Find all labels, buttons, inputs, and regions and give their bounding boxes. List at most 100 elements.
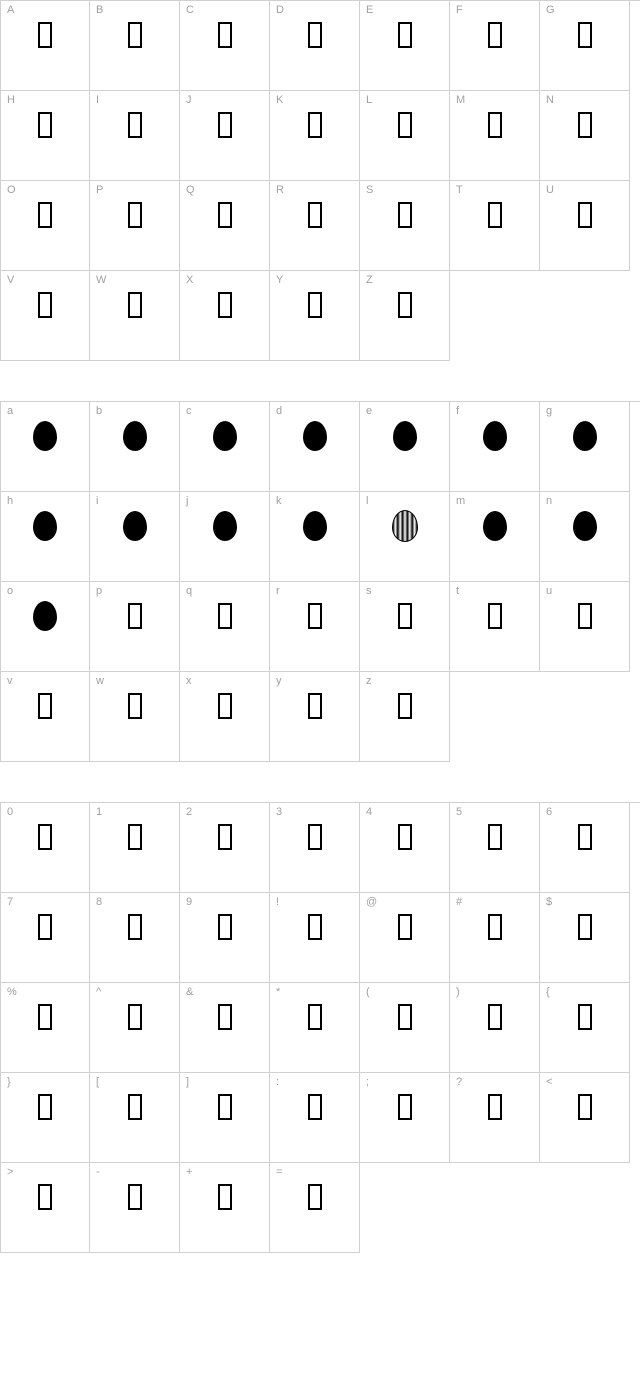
- glyph-cell[interactable]: F: [450, 1, 540, 91]
- glyph-cell[interactable]: :: [270, 1073, 360, 1163]
- glyph-cell[interactable]: D: [270, 1, 360, 91]
- glyph-cell[interactable]: Z: [360, 271, 450, 361]
- glyph-cell[interactable]: B: [90, 1, 180, 91]
- glyph-cell[interactable]: f: [450, 402, 540, 492]
- egg-glyph-icon: [483, 511, 507, 541]
- glyph-cell[interactable]: O: [0, 181, 90, 271]
- glyph-cell[interactable]: @: [360, 893, 450, 983]
- glyph-label: ?: [456, 1077, 462, 1088]
- glyph-label: R: [276, 185, 284, 196]
- glyph-cell[interactable]: c: [180, 402, 270, 492]
- glyph-cell[interactable]: +: [180, 1163, 270, 1253]
- glyph-cell[interactable]: ]: [180, 1073, 270, 1163]
- glyph-cell[interactable]: L: [360, 91, 450, 181]
- glyph-cell[interactable]: [: [90, 1073, 180, 1163]
- missing-glyph-icon: [488, 1094, 502, 1120]
- glyph-cell[interactable]: %: [0, 983, 90, 1073]
- glyph-row: }[]:;? <: [0, 1073, 640, 1163]
- glyph-cell[interactable]: V: [0, 271, 90, 361]
- glyph-cell[interactable]: ^: [90, 983, 180, 1073]
- glyph-cell[interactable]: C: [180, 1, 270, 91]
- glyph-cell[interactable]: }: [0, 1073, 90, 1163]
- glyph-cell[interactable]: =: [270, 1163, 360, 1253]
- glyph-cell[interactable]: &: [180, 983, 270, 1073]
- glyph-cell[interactable]: w: [90, 672, 180, 762]
- missing-glyph-icon: [218, 1004, 232, 1030]
- glyph-cell[interactable]: Y: [270, 271, 360, 361]
- glyph-cell[interactable]: e: [360, 402, 450, 492]
- glyph-cell[interactable]: Q: [180, 181, 270, 271]
- glyph-cell[interactable]: 3: [270, 803, 360, 893]
- glyph-cell[interactable]: <: [540, 1073, 630, 1163]
- glyph-cell[interactable]: ): [450, 983, 540, 1073]
- glyph-cell[interactable]: S: [360, 181, 450, 271]
- glyph-cell[interactable]: M: [450, 91, 540, 181]
- missing-glyph-icon: [578, 824, 592, 850]
- glyph-cell[interactable]: v: [0, 672, 90, 762]
- glyph-cell[interactable]: !: [270, 893, 360, 983]
- glyph-cell[interactable]: *: [270, 983, 360, 1073]
- egg-glyph-icon: [303, 421, 327, 451]
- glyph-cell[interactable]: q: [180, 582, 270, 672]
- glyph-cell[interactable]: A: [0, 1, 90, 91]
- glyph-cell[interactable]: -: [90, 1163, 180, 1253]
- glyph-cell[interactable]: P: [90, 181, 180, 271]
- glyph-cell[interactable]: x: [180, 672, 270, 762]
- glyph-cell[interactable]: u: [540, 582, 630, 672]
- glyph-cell[interactable]: m: [450, 492, 540, 582]
- glyph-cell[interactable]: #: [450, 893, 540, 983]
- glyph-cell[interactable]: U: [540, 181, 630, 271]
- glyph-cell[interactable]: z: [360, 672, 450, 762]
- glyph-cell[interactable]: d: [270, 402, 360, 492]
- glyph-cell[interactable]: a: [0, 402, 90, 492]
- glyph-cell[interactable]: G: [540, 1, 630, 91]
- glyph-cell[interactable]: 0: [0, 803, 90, 893]
- glyph-cell[interactable]: X: [180, 271, 270, 361]
- glyph-cell[interactable]: (: [360, 983, 450, 1073]
- egg-glyph-icon: [303, 511, 327, 541]
- glyph-row: VWXYZ: [0, 271, 640, 361]
- glyph-cell[interactable]: H: [0, 91, 90, 181]
- glyph-cell[interactable]: s: [360, 582, 450, 672]
- glyph-cell[interactable]: >: [0, 1163, 90, 1253]
- glyph-cell[interactable]: k: [270, 492, 360, 582]
- glyph-cell[interactable]: b: [90, 402, 180, 492]
- missing-glyph-icon: [128, 1094, 142, 1120]
- glyph-cell[interactable]: t: [450, 582, 540, 672]
- missing-glyph-icon: [38, 22, 52, 48]
- glyph-cell[interactable]: ;: [360, 1073, 450, 1163]
- glyph-cell[interactable]: R: [270, 181, 360, 271]
- glyph-cell[interactable]: j: [180, 492, 270, 582]
- glyph-cell[interactable]: n: [540, 492, 630, 582]
- glyph-cell[interactable]: N: [540, 91, 630, 181]
- glyph-cell[interactable]: T: [450, 181, 540, 271]
- glyph-cell[interactable]: h: [0, 492, 90, 582]
- glyph-cell[interactable]: l: [360, 492, 450, 582]
- glyph-cell[interactable]: y: [270, 672, 360, 762]
- glyph-cell[interactable]: {: [540, 983, 630, 1073]
- glyph-cell[interactable]: 5: [450, 803, 540, 893]
- glyph-cell[interactable]: K: [270, 91, 360, 181]
- glyph-cell[interactable]: 8: [90, 893, 180, 983]
- glyph-cell[interactable]: W: [90, 271, 180, 361]
- missing-glyph-icon: [398, 112, 412, 138]
- glyph-cell[interactable]: 2: [180, 803, 270, 893]
- glyph-cell[interactable]: r: [270, 582, 360, 672]
- missing-glyph-icon: [578, 112, 592, 138]
- glyph-cell[interactable]: g: [540, 402, 630, 492]
- glyph-cell[interactable]: o: [0, 582, 90, 672]
- glyph-cell[interactable]: i: [90, 492, 180, 582]
- glyph-cell[interactable]: E: [360, 1, 450, 91]
- missing-glyph-icon: [128, 693, 142, 719]
- glyph-cell[interactable]: ?: [450, 1073, 540, 1163]
- glyph-cell[interactable]: $: [540, 893, 630, 983]
- glyph-cell[interactable]: 7: [0, 893, 90, 983]
- glyph-cell[interactable]: 9: [180, 893, 270, 983]
- glyph-cell[interactable]: J: [180, 91, 270, 181]
- missing-glyph-icon: [218, 1094, 232, 1120]
- glyph-cell[interactable]: p: [90, 582, 180, 672]
- glyph-cell[interactable]: I: [90, 91, 180, 181]
- glyph-cell[interactable]: 6: [540, 803, 630, 893]
- glyph-cell[interactable]: 4: [360, 803, 450, 893]
- glyph-cell[interactable]: 1: [90, 803, 180, 893]
